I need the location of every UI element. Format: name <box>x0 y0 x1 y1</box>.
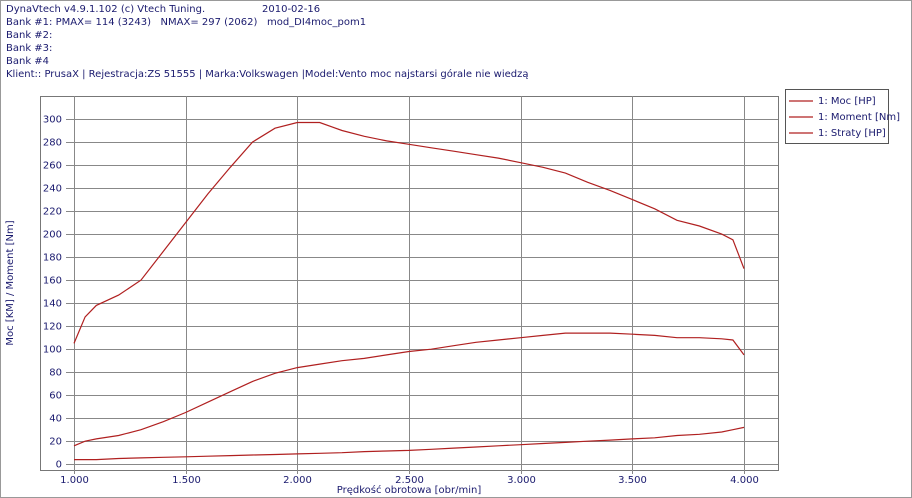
series-line <box>73 332 745 447</box>
app-title: DynaVtech v4.9.1.102 (c) Vtech Tuning. <box>6 4 205 15</box>
y-tick-label: 0 <box>56 460 62 471</box>
x-tick-label: 1.500 <box>172 475 201 486</box>
y-tick-label: 160 <box>43 276 62 287</box>
y-tick-label: 40 <box>49 414 62 425</box>
y-tick-label: 220 <box>43 207 62 218</box>
series-line <box>73 121 745 344</box>
y-tick-label: 180 <box>43 253 62 264</box>
y-tick-label: 280 <box>43 138 62 149</box>
legend <box>785 89 889 144</box>
y-tick-label: 20 <box>49 437 62 448</box>
legend-label: 1: Straty [HP] <box>818 128 886 139</box>
date: 2010-02-16 <box>262 4 320 15</box>
y-tick-label: 200 <box>43 230 62 241</box>
bank-4: Bank #4 <box>6 56 49 67</box>
y-tick-label: 140 <box>43 299 62 310</box>
client: Klient:: PrusaX | Rejestracja:ZS 51555 |… <box>6 68 529 80</box>
legend-label: 1: Moc [HP] <box>818 96 876 107</box>
y-tick-label: 300 <box>43 115 62 126</box>
y-tick-label: 120 <box>43 322 62 333</box>
x-tick-label: 2.000 <box>283 475 312 486</box>
x-axis-label: Prędkość obrotowa [obr/min] <box>337 484 482 496</box>
y-tick-label: 60 <box>49 391 62 402</box>
y-tick-label: 240 <box>43 184 62 195</box>
y-axis-label: Moc [KM] / Moment [Nm] <box>5 220 16 345</box>
series-line <box>74 426 745 461</box>
bank-1: Bank #1: PMAX= 114 (3243) NMAX= 297 (206… <box>6 17 366 28</box>
y-tick-label: 100 <box>43 345 62 356</box>
x-tick-label: 3.000 <box>507 475 536 486</box>
bank-3: Bank #3: <box>6 43 52 54</box>
x-tick-label: 4.000 <box>730 475 759 486</box>
y-tick-label: 80 <box>49 368 62 379</box>
legend-label: 1: Moment [Nm] <box>818 112 900 123</box>
y-tick-label: 260 <box>43 161 62 172</box>
x-tick-label: 2.500 <box>395 475 424 486</box>
x-tick-label: 1.000 <box>60 475 89 486</box>
bank-2: Bank #2: <box>6 30 52 41</box>
x-tick-label: 3.500 <box>618 475 647 486</box>
